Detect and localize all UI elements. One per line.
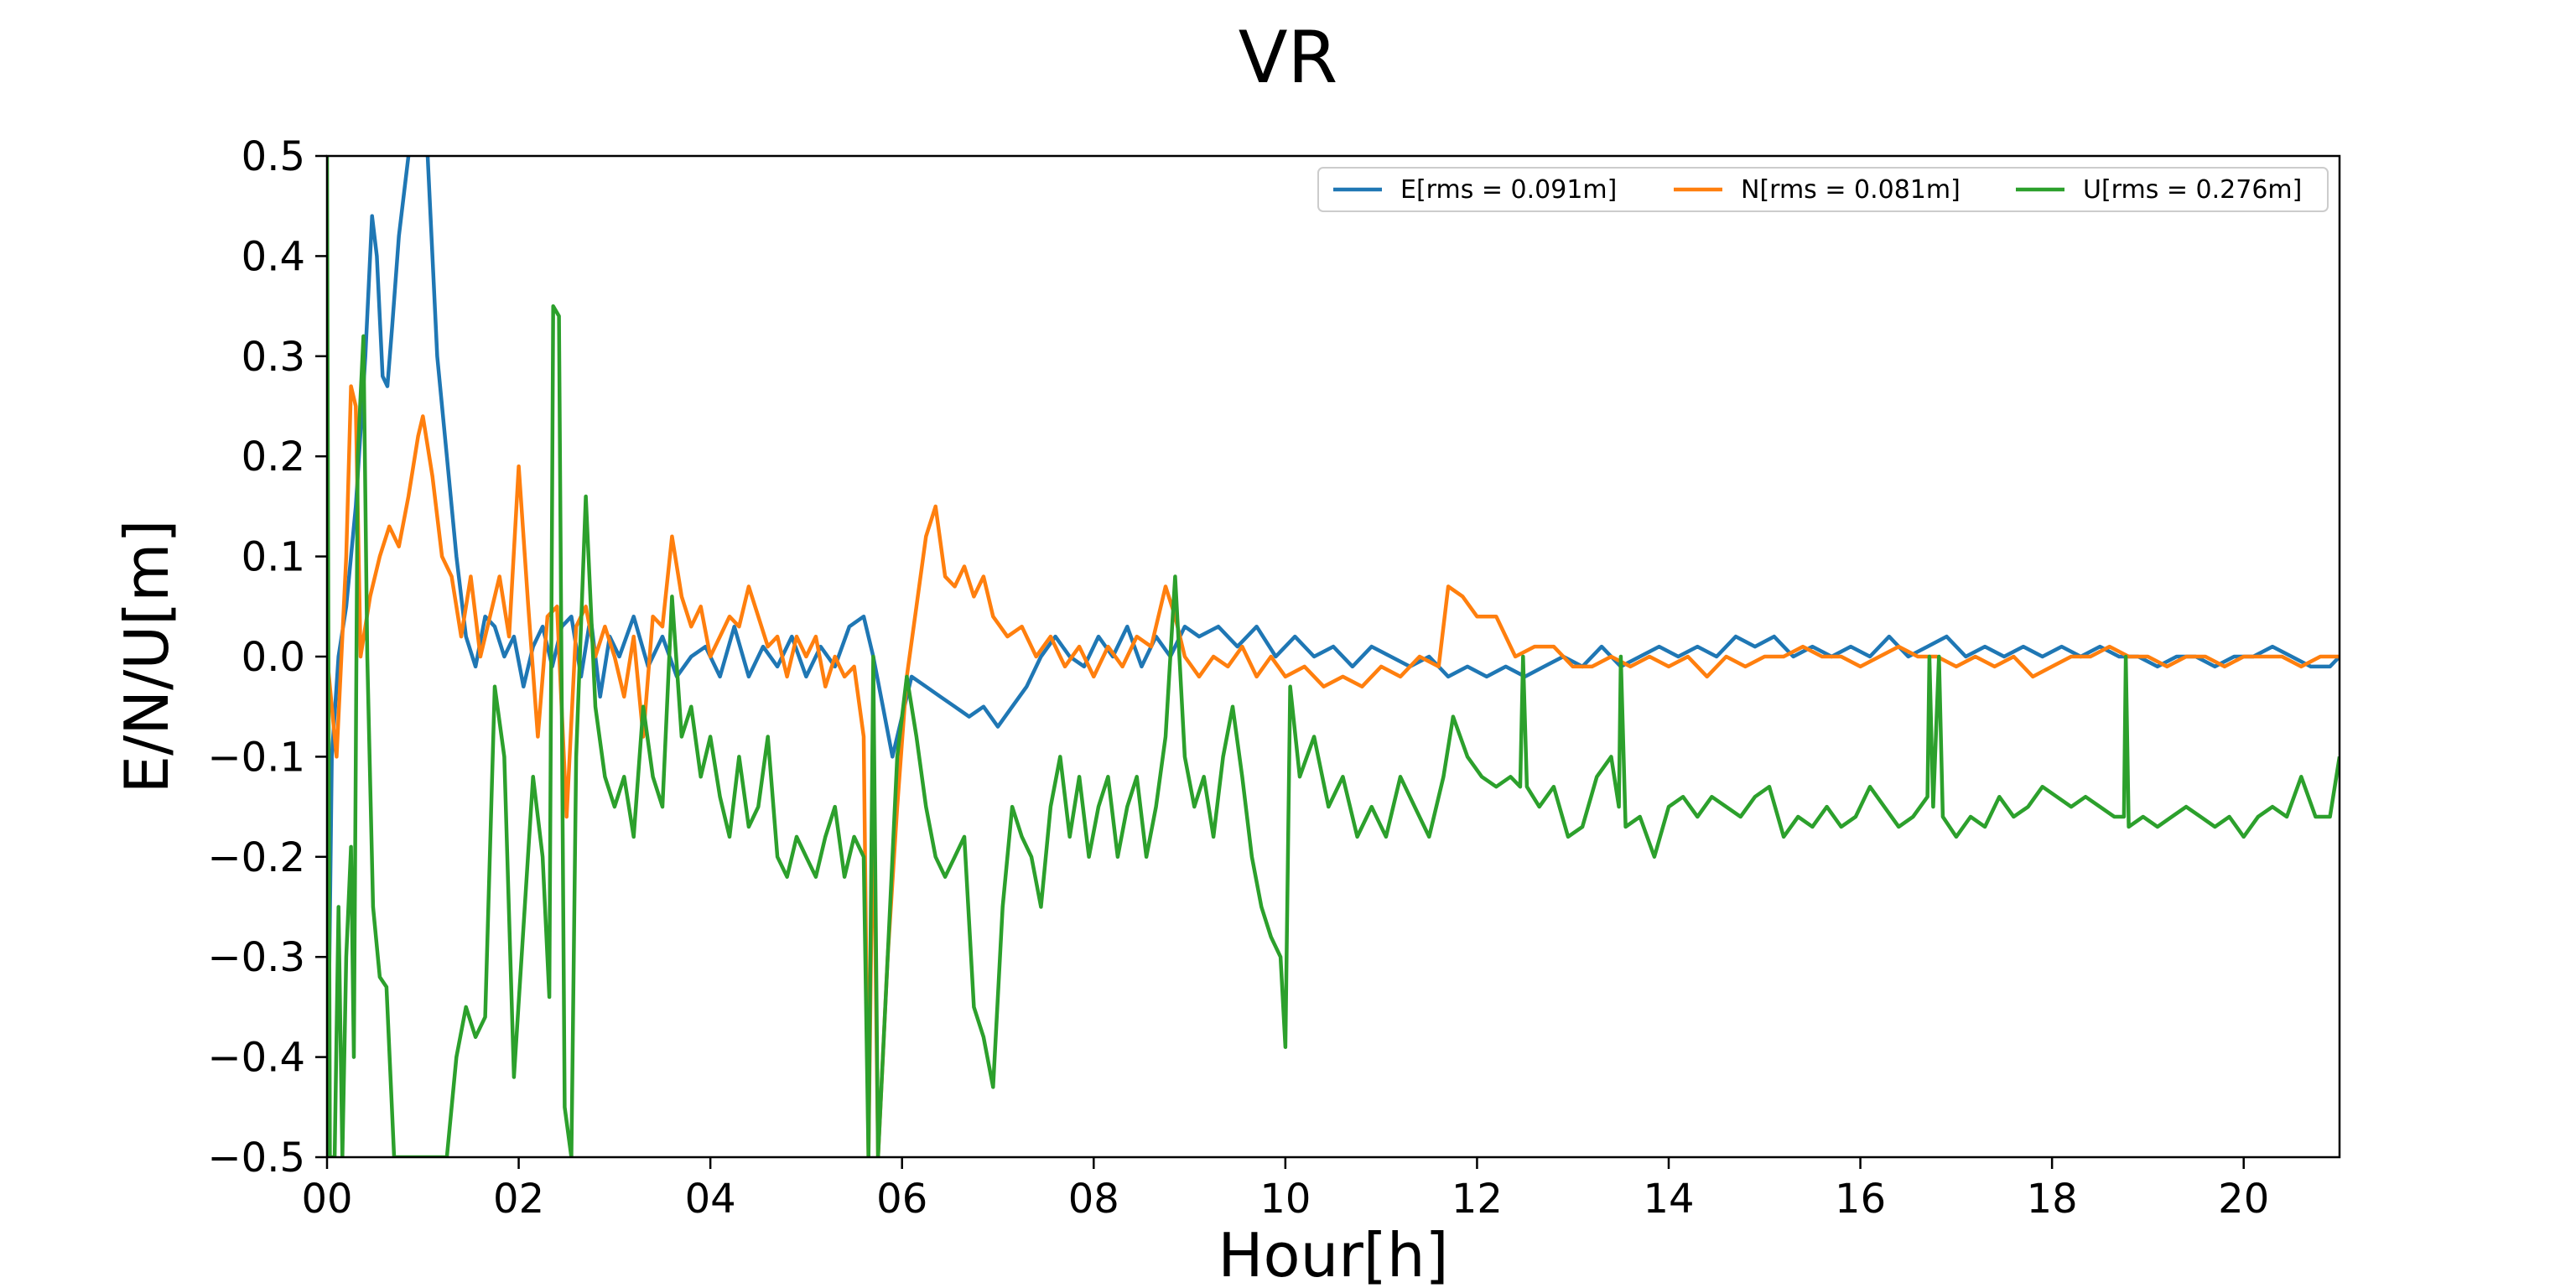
- y-tick-label-9: −0.4: [207, 1035, 305, 1082]
- x-tick-label-2: 04: [685, 1176, 736, 1223]
- series-layer: [327, 156, 2340, 1157]
- y-tick-label-2: 0.3: [242, 334, 305, 381]
- x-tick-label-1: 02: [493, 1176, 544, 1223]
- y-axis-label: E/N/U[m]: [112, 520, 182, 794]
- y-tick-label-4: 0.1: [242, 534, 305, 581]
- x-tick-label-0: 00: [301, 1176, 352, 1223]
- series-line-1: [327, 384, 2340, 1157]
- x-tick-label-8: 16: [1835, 1176, 1886, 1223]
- x-tick-label-4: 08: [1068, 1176, 1119, 1223]
- series-line-0: [327, 156, 2340, 1157]
- legend-label-2: U[rms = 0.276m]: [2083, 175, 2302, 205]
- x-tick-label-10: 20: [2218, 1176, 2269, 1223]
- x-axis: 00 02 04 06 08 10 12 14 16 18 20: [301, 1157, 2269, 1223]
- legend-box: [1317, 167, 2329, 212]
- y-tick-label-1: 0.4: [242, 233, 305, 280]
- x-tick-label-6: 12: [1452, 1176, 1503, 1223]
- y-tick-label-7: −0.2: [207, 834, 305, 881]
- y-tick-label-6: −0.1: [207, 734, 305, 781]
- chart-title: VR: [1239, 16, 1338, 100]
- x-tick-label-7: 14: [1643, 1176, 1694, 1223]
- legend-label-1: N[rms = 0.081m]: [1741, 175, 1961, 205]
- y-tick-label-8: −0.3: [207, 934, 305, 981]
- y-tick-label-3: 0.2: [242, 434, 305, 480]
- x-tick-label-5: 10: [1259, 1176, 1311, 1223]
- x-tick-label-9: 18: [2027, 1176, 2078, 1223]
- x-axis-label: Hour[h]: [1218, 1220, 1448, 1288]
- legend: E[rms = 0.091m] N[rms = 0.081m] U[rms = 0.…: [1317, 167, 2329, 212]
- series-line-2: [327, 156, 2340, 1157]
- x-tick-label-3: 06: [876, 1176, 927, 1223]
- y-tick-label-5: 0.0: [242, 634, 305, 681]
- legend-label-0: E[rms = 0.091m]: [1400, 175, 1617, 205]
- y-axis: 0.5 0.4 0.3 0.2 0.1 0.0 −0.1 −0.2 −0.3 −0.4 −0.5: [207, 133, 327, 1182]
- y-tick-label-0: 0.5: [242, 133, 305, 180]
- y-tick-label-10: −0.5: [207, 1135, 305, 1182]
